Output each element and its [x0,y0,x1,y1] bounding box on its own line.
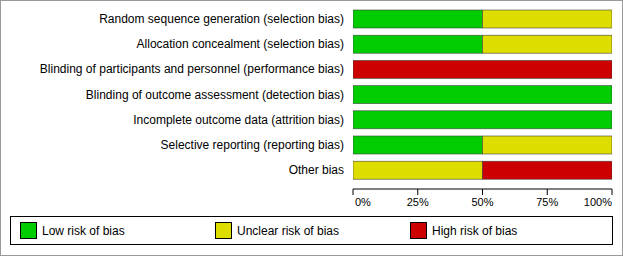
category-label: Selective reporting (reporting bias) [161,138,344,152]
bar-segment [612,86,613,104]
x-tick [353,189,354,195]
bar-segment [483,136,613,154]
legend-swatch [411,223,427,239]
bar-segment [612,136,613,154]
bar-segment [483,161,613,179]
x-tick [547,189,548,195]
legend-box [11,217,613,245]
category-label: Random sequence generation (selection bi… [99,12,344,26]
bar-segment [353,35,483,53]
bar-segment [353,136,483,154]
bar-segment [483,10,613,28]
category-label: Other bias [289,163,344,177]
legend-label: Low risk of bias [42,224,125,238]
legend-swatch [21,223,37,239]
bar-segment [353,111,612,129]
bar-segment [353,60,612,78]
legend: Low risk of bias Unclear risk of bias High… [11,217,613,245]
bar-segment [612,86,613,104]
x-tick-label: 75% [536,196,558,208]
category-label: Blinding of outcome assessment (detectio… [86,88,344,102]
bar-segment [483,35,613,53]
category-label: Incomplete outcome data (attrition bias) [133,113,344,127]
bar-segment [612,111,613,129]
legend-label: High risk of bias [432,224,517,238]
bar-segment [612,35,613,53]
legend-swatch [216,223,232,239]
x-tick-label: 50% [471,196,493,208]
bar-segment [612,111,613,129]
bar-segment [353,10,483,28]
category-label: Blinding of participants and personnel (… [40,62,344,76]
bars [353,10,612,179]
category-label: Allocation concealment (selection bias) [137,37,344,51]
frame [1,1,623,256]
x-tick-label: 100% [584,196,612,208]
x-tick [482,189,483,195]
x-tick [417,189,418,195]
legend-label: Unclear risk of bias [237,224,339,238]
bar-segment [612,10,613,28]
x-tick-label: 0% [355,196,371,208]
x-tick [612,189,613,195]
chart: Random sequence generation (selection bi… [0,0,623,256]
x-tick-label: 25% [407,196,429,208]
bar-segment [353,86,612,104]
bar-segment [353,161,483,179]
